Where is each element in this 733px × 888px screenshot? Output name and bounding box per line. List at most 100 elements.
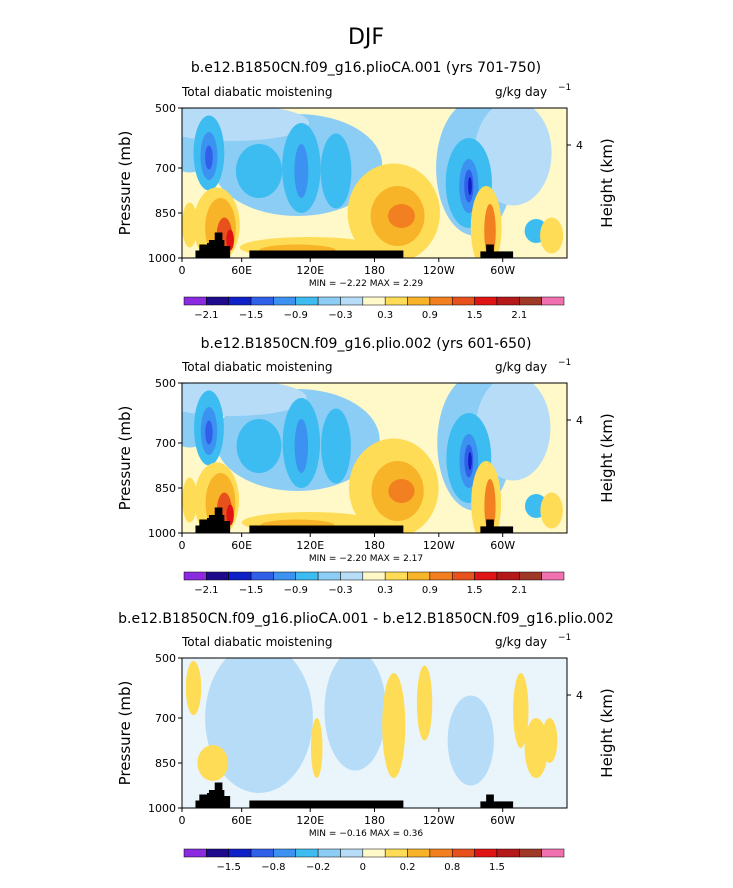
colorbar-box-7 (340, 571, 364, 581)
units-label: g/kg day (495, 360, 547, 374)
contour-28 (540, 492, 563, 529)
panels: b.e12.B1850CN.f09_g16.plioCA.001 (yrs 70… (116, 60, 616, 873)
field (182, 383, 563, 533)
right-tick-label: 4 (576, 139, 583, 152)
panel-subtitle: Total diabatic moistening (181, 85, 332, 99)
colorbar-box-10 (407, 571, 431, 581)
colorbar-label: 2.1 (511, 310, 527, 321)
topography-6 (249, 250, 404, 258)
colorbar-box-4 (273, 571, 297, 581)
colorbar-box-8 (362, 848, 386, 858)
xtick-label: 60W (490, 539, 515, 552)
ytick-label: 500 (155, 377, 176, 390)
contour-14 (205, 420, 213, 445)
colorbar-box-9 (384, 296, 408, 306)
topography-5 (222, 521, 231, 533)
contour-5 (310, 718, 323, 778)
contour-4 (182, 383, 307, 416)
xtick-label: 60E (231, 539, 252, 552)
colorbar-label: −0.3 (328, 310, 352, 321)
units-label: g/kg day (495, 85, 547, 99)
colorbar-box-8 (362, 296, 386, 306)
right-tick-label: 4 (576, 689, 583, 702)
y-axis-label: Pressure (mb) (116, 681, 134, 786)
topography-5 (222, 796, 231, 808)
contour-8 (320, 133, 352, 209)
colorbar-box-1 (206, 571, 229, 581)
colorbar-box-2 (228, 296, 252, 306)
colorbar-box-7 (340, 848, 364, 858)
contour-16 (468, 177, 472, 195)
colorbar-box-0 (183, 571, 207, 581)
colorbar-box-6 (317, 571, 341, 581)
topography-1 (199, 244, 208, 258)
min-max-stats: MIN = −2.22 MAX = 2.29 (309, 279, 424, 289)
colorbar-box-7 (340, 296, 364, 306)
xtick-label: 0 (179, 814, 186, 827)
contour-3 (475, 383, 551, 481)
colorbar-label: 1.5 (489, 862, 505, 873)
colorbar-box-3 (250, 571, 274, 581)
xtick-label: 180 (364, 539, 385, 552)
colorbar-box-14 (496, 848, 520, 858)
colorbar-label: −2.1 (194, 310, 218, 321)
colorbar-box-16 (541, 571, 565, 581)
colorbar-label: 0.2 (400, 862, 416, 873)
xtick-label: 180 (364, 814, 385, 827)
ytick-label: 500 (155, 102, 176, 115)
colorbar-box-3 (250, 848, 274, 858)
min-max-stats: MIN = −0.16 MAX = 0.36 (309, 829, 424, 839)
colorbar-label: −0.8 (261, 862, 285, 873)
contour-19 (387, 204, 415, 228)
colorbar-label: −0.9 (284, 310, 308, 321)
panel-3: b.e12.B1850CN.f09_g16.plioCA.001 - b.e12… (116, 611, 616, 873)
panel-title: b.e12.B1850CN.f09_g16.plioCA.001 - b.e12… (118, 611, 614, 627)
contour-8 (321, 408, 351, 484)
contour-6 (236, 419, 282, 473)
ytick-label: 700 (155, 437, 176, 450)
topography-8 (480, 526, 514, 533)
xtick-label: 120W (423, 264, 455, 277)
ytick-label: 850 (155, 207, 176, 220)
units-exponent: −1 (558, 83, 571, 93)
topography-6 (249, 800, 404, 808)
topography-7 (486, 794, 494, 808)
xtick-label: 180 (364, 264, 385, 277)
xtick-label: 120E (296, 264, 324, 277)
topography-4 (214, 782, 223, 808)
colorbar-label: 2.1 (511, 585, 527, 596)
colorbar-label: 0.3 (377, 585, 393, 596)
contour-3 (474, 108, 552, 206)
xtick-label: 60E (231, 814, 252, 827)
colorbar-label: 1.5 (467, 585, 483, 596)
units-exponent: −1 (558, 633, 571, 643)
colorbar-box-4 (273, 848, 297, 858)
xtick-label: 0 (179, 539, 186, 552)
colorbar-box-15 (519, 848, 542, 858)
colorbar-label: 0.8 (444, 862, 460, 873)
contour-0 (205, 658, 313, 793)
ytick-label: 1000 (148, 252, 176, 265)
colorbar-label: −0.9 (284, 585, 308, 596)
xtick-label: 120W (423, 814, 455, 827)
contour-6 (235, 144, 283, 198)
contour-16 (468, 452, 472, 470)
ytick-label: 850 (155, 482, 176, 495)
colorbar-box-16 (541, 848, 565, 858)
colorbar-box-11 (429, 848, 453, 858)
units-label: g/kg day (495, 635, 547, 649)
colorbar-label: −1.5 (239, 310, 263, 321)
panel-2: b.e12.B1850CN.f09_g16.plio.002 (yrs 601-… (116, 336, 616, 596)
colorbar-box-14 (496, 571, 520, 581)
contour-4 (182, 108, 310, 141)
colorbar-box-0 (183, 296, 207, 306)
colorbar-label: 0 (360, 862, 366, 873)
xtick-label: 0 (179, 264, 186, 277)
colorbar-box-5 (295, 848, 319, 858)
topography-8 (480, 251, 514, 258)
contour-23 (226, 504, 234, 526)
contour-1 (324, 658, 387, 771)
colorbar-label: −1.5 (217, 862, 241, 873)
xtick-label: 60E (231, 264, 252, 277)
ytick-label: 700 (155, 162, 176, 175)
